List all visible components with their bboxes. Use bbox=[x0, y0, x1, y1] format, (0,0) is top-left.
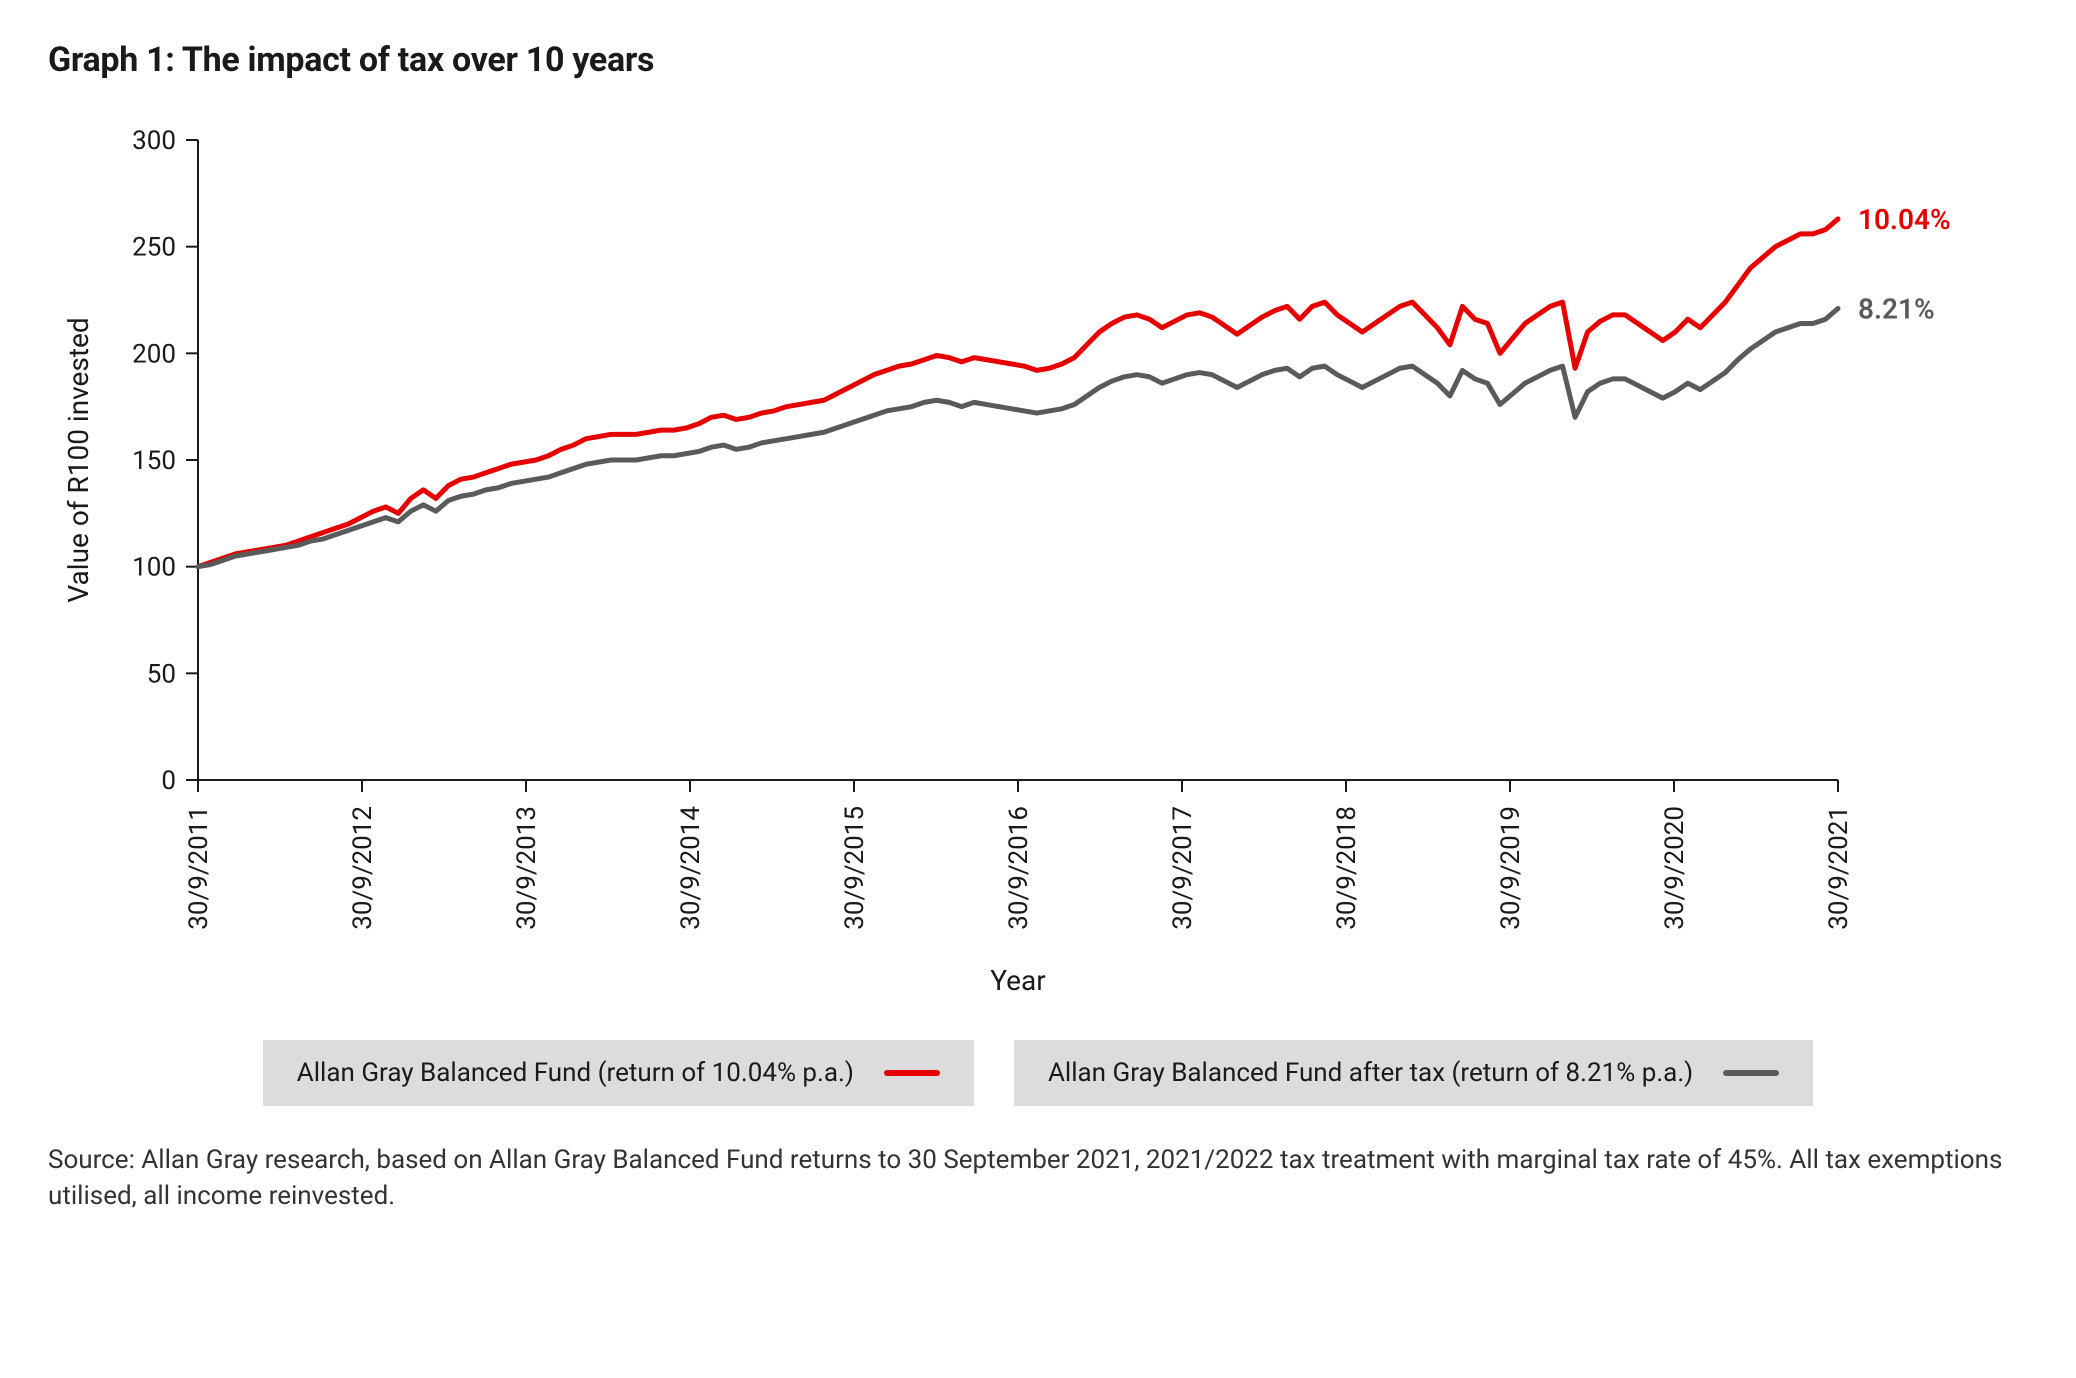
svg-text:30/9/2018: 30/9/2018 bbox=[1332, 806, 1362, 930]
legend-item-fund-after-tax: Allan Gray Balanced Fund after tax (retu… bbox=[1014, 1040, 1813, 1106]
svg-text:Year: Year bbox=[990, 964, 1046, 997]
line-chart: 0 50 100 150 200 250 300 30/9/2011 30/9/2012 30/9… bbox=[48, 110, 2018, 1010]
svg-text:100: 100 bbox=[132, 553, 176, 583]
legend: Allan Gray Balanced Fund (return of 10.0… bbox=[48, 1040, 2028, 1106]
svg-text:30/9/2020: 30/9/2020 bbox=[1660, 806, 1690, 930]
svg-text:Value of R100 invested: Value of R100 invested bbox=[62, 317, 95, 602]
svg-text:0: 0 bbox=[161, 766, 176, 796]
svg-text:30/9/2016: 30/9/2016 bbox=[1004, 806, 1034, 930]
legend-label: Allan Gray Balanced Fund after tax (retu… bbox=[1048, 1058, 1693, 1088]
svg-text:50: 50 bbox=[147, 659, 176, 689]
svg-text:10.04%: 10.04% bbox=[1858, 203, 1951, 236]
svg-text:30/9/2012: 30/9/2012 bbox=[348, 806, 378, 930]
svg-text:30/9/2017: 30/9/2017 bbox=[1168, 806, 1198, 930]
chart-container: 0 50 100 150 200 250 300 30/9/2011 30/9/2012 30/9… bbox=[48, 110, 2028, 1010]
svg-text:30/9/2019: 30/9/2019 bbox=[1496, 806, 1526, 930]
svg-text:250: 250 bbox=[132, 233, 176, 263]
svg-text:30/9/2014: 30/9/2014 bbox=[676, 806, 706, 930]
svg-text:150: 150 bbox=[132, 446, 176, 476]
svg-text:8.21%: 8.21% bbox=[1858, 293, 1935, 326]
svg-text:30/9/2013: 30/9/2013 bbox=[512, 806, 542, 930]
legend-item-fund: Allan Gray Balanced Fund (return of 10.0… bbox=[263, 1040, 974, 1106]
source-note: Source: Allan Gray research, based on Al… bbox=[48, 1142, 2008, 1215]
legend-swatch bbox=[884, 1070, 940, 1076]
graph-title: Graph 1: The impact of tax over 10 years bbox=[48, 40, 2028, 80]
svg-text:30/9/2021: 30/9/2021 bbox=[1824, 806, 1854, 930]
svg-text:30/9/2011: 30/9/2011 bbox=[184, 806, 214, 930]
legend-label: Allan Gray Balanced Fund (return of 10.0… bbox=[297, 1058, 854, 1088]
svg-text:200: 200 bbox=[132, 339, 176, 369]
svg-text:300: 300 bbox=[132, 126, 176, 156]
svg-text:30/9/2015: 30/9/2015 bbox=[840, 806, 870, 930]
page: Graph 1: The impact of tax over 10 years… bbox=[0, 0, 2076, 1378]
legend-swatch bbox=[1723, 1070, 1779, 1076]
